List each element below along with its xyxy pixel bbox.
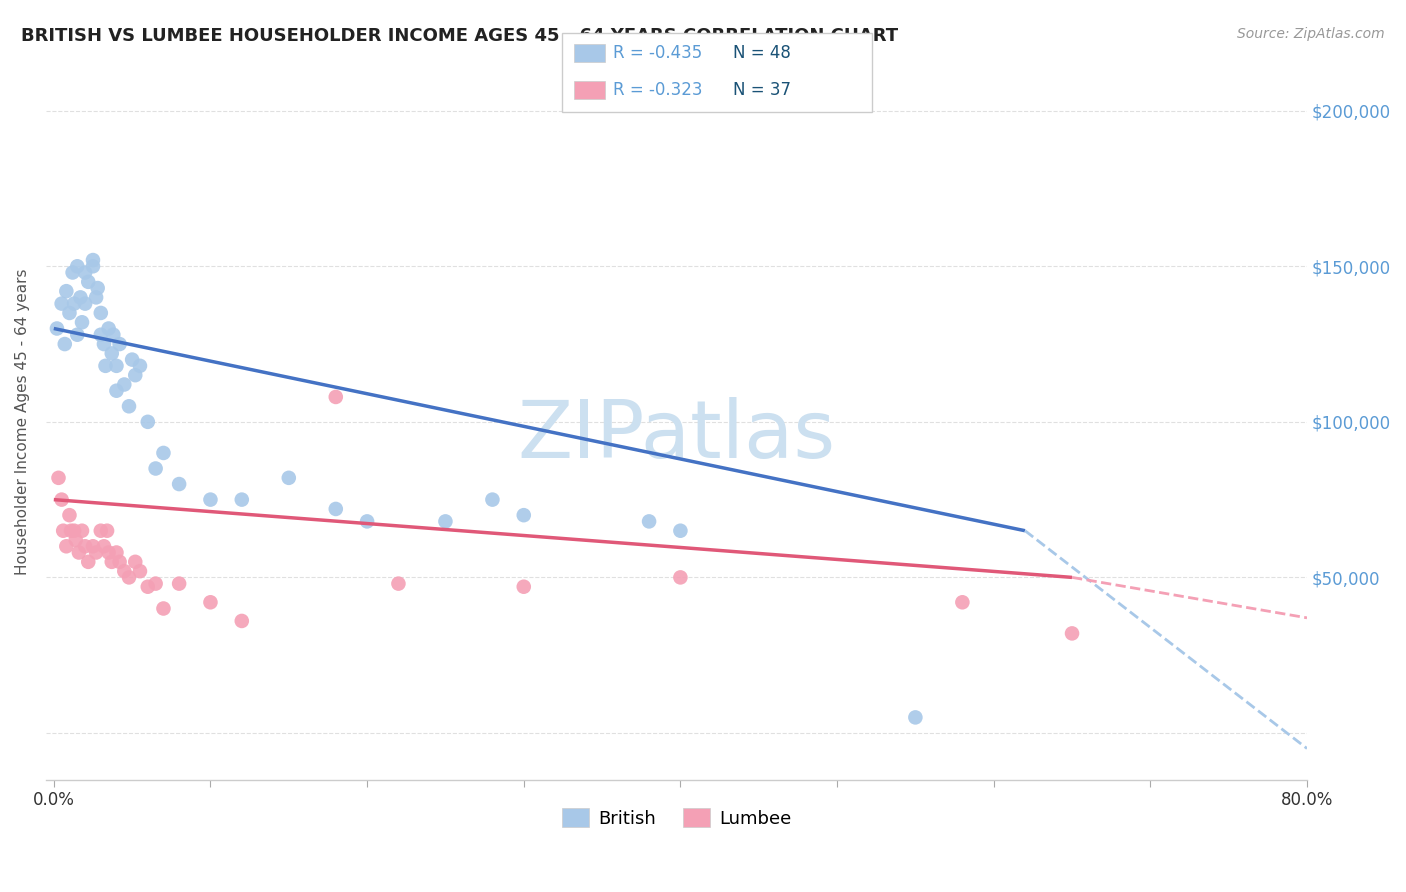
- Point: [200, 595, 222, 609]
- Point: [97, 321, 120, 335]
- Point: [52, 524, 75, 538]
- Point: [121, 352, 143, 367]
- Point: [62, 265, 84, 279]
- Point: [167, 477, 190, 491]
- Point: [669, 570, 692, 584]
- Point: [77, 275, 100, 289]
- Point: [70, 524, 93, 538]
- Point: [145, 576, 167, 591]
- Text: N = 48: N = 48: [733, 44, 790, 62]
- Point: [75, 265, 97, 279]
- Point: [950, 595, 973, 609]
- Point: [93, 337, 115, 351]
- Point: [167, 576, 190, 591]
- Point: [108, 337, 131, 351]
- Point: [53, 337, 76, 351]
- Y-axis label: Householder Income Ages 45 - 64 years: Householder Income Ages 45 - 64 years: [15, 268, 30, 575]
- Text: R = -0.323: R = -0.323: [613, 81, 703, 99]
- Point: [129, 564, 152, 578]
- Point: [152, 446, 174, 460]
- Text: Source: ZipAtlas.com: Source: ZipAtlas.com: [1237, 27, 1385, 41]
- Point: [387, 576, 409, 591]
- Point: [231, 614, 253, 628]
- Point: [105, 359, 128, 373]
- Point: [63, 296, 86, 310]
- Point: [70, 315, 93, 329]
- Point: [77, 555, 100, 569]
- Point: [82, 539, 104, 553]
- Point: [55, 284, 77, 298]
- Point: [58, 508, 80, 523]
- Point: [105, 545, 128, 559]
- Point: [325, 390, 347, 404]
- Point: [48, 471, 70, 485]
- Point: [84, 290, 107, 304]
- Point: [112, 564, 135, 578]
- Point: [94, 359, 117, 373]
- Point: [105, 384, 128, 398]
- Point: [277, 471, 299, 485]
- Point: [66, 260, 89, 274]
- Point: [82, 260, 104, 274]
- Point: [100, 555, 122, 569]
- Point: [86, 281, 108, 295]
- Point: [84, 545, 107, 559]
- Point: [136, 415, 159, 429]
- Point: [67, 545, 90, 559]
- Point: [75, 539, 97, 553]
- Point: [66, 327, 89, 342]
- Point: [55, 539, 77, 553]
- Point: [904, 710, 927, 724]
- Point: [63, 524, 86, 538]
- Point: [200, 492, 222, 507]
- Text: ZIPatlas: ZIPatlas: [517, 397, 835, 475]
- Point: [124, 368, 146, 383]
- Point: [108, 555, 131, 569]
- Point: [45, 321, 67, 335]
- Point: [145, 461, 167, 475]
- Point: [51, 492, 73, 507]
- Point: [118, 399, 141, 413]
- Point: [112, 377, 135, 392]
- Point: [356, 515, 378, 529]
- Point: [60, 524, 83, 538]
- Point: [669, 524, 692, 538]
- Text: N = 37: N = 37: [733, 81, 790, 99]
- Point: [325, 502, 347, 516]
- Point: [129, 359, 152, 373]
- Point: [93, 539, 115, 553]
- Point: [638, 515, 661, 529]
- Point: [513, 580, 536, 594]
- Point: [103, 327, 125, 342]
- Point: [58, 306, 80, 320]
- Point: [513, 508, 536, 523]
- Point: [65, 533, 87, 547]
- Point: [124, 555, 146, 569]
- Point: [231, 492, 253, 507]
- Point: [90, 306, 112, 320]
- Point: [434, 515, 457, 529]
- Text: BRITISH VS LUMBEE HOUSEHOLDER INCOME AGES 45 - 64 YEARS CORRELATION CHART: BRITISH VS LUMBEE HOUSEHOLDER INCOME AGE…: [21, 27, 898, 45]
- Point: [1060, 626, 1083, 640]
- Point: [69, 290, 91, 304]
- Text: R = -0.435: R = -0.435: [613, 44, 702, 62]
- Point: [100, 346, 122, 360]
- Point: [136, 580, 159, 594]
- Point: [51, 296, 73, 310]
- Point: [97, 545, 120, 559]
- Point: [118, 570, 141, 584]
- Point: [152, 601, 174, 615]
- Point: [90, 524, 112, 538]
- Legend: British, Lumbee: British, Lumbee: [554, 801, 799, 835]
- Point: [481, 492, 503, 507]
- Point: [75, 296, 97, 310]
- Point: [82, 253, 104, 268]
- Point: [96, 524, 118, 538]
- Point: [90, 327, 112, 342]
